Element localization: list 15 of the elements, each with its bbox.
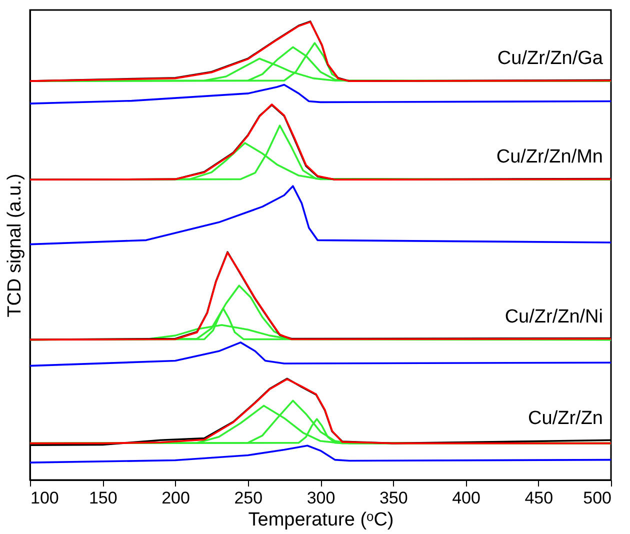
x-axis-title: Temperature (ᵒC) xyxy=(248,510,394,530)
x-tick-label: 150 xyxy=(88,488,118,508)
x-tick-label: 450 xyxy=(524,488,554,508)
series-label: Cu/Zr/Zn/Ni xyxy=(504,306,603,328)
series-label: Cu/Zr/Zn/Ga xyxy=(497,48,604,70)
y-axis-title: TCD signal (a.u.) xyxy=(4,174,26,318)
x-tick-label: 400 xyxy=(452,488,480,508)
x-tick-label: 200 xyxy=(162,488,190,508)
series-label: Cu/Zr/Zn/Mn xyxy=(496,146,603,168)
x-tick-label: 350 xyxy=(379,488,408,508)
series-label: Cu/Zr/Zn xyxy=(528,408,603,430)
x-tick-label: 250 xyxy=(234,488,263,508)
x-tick-label: 300 xyxy=(306,488,336,508)
x-tick-label: 100 xyxy=(30,488,59,508)
x-tick-label: 500 xyxy=(583,488,612,508)
